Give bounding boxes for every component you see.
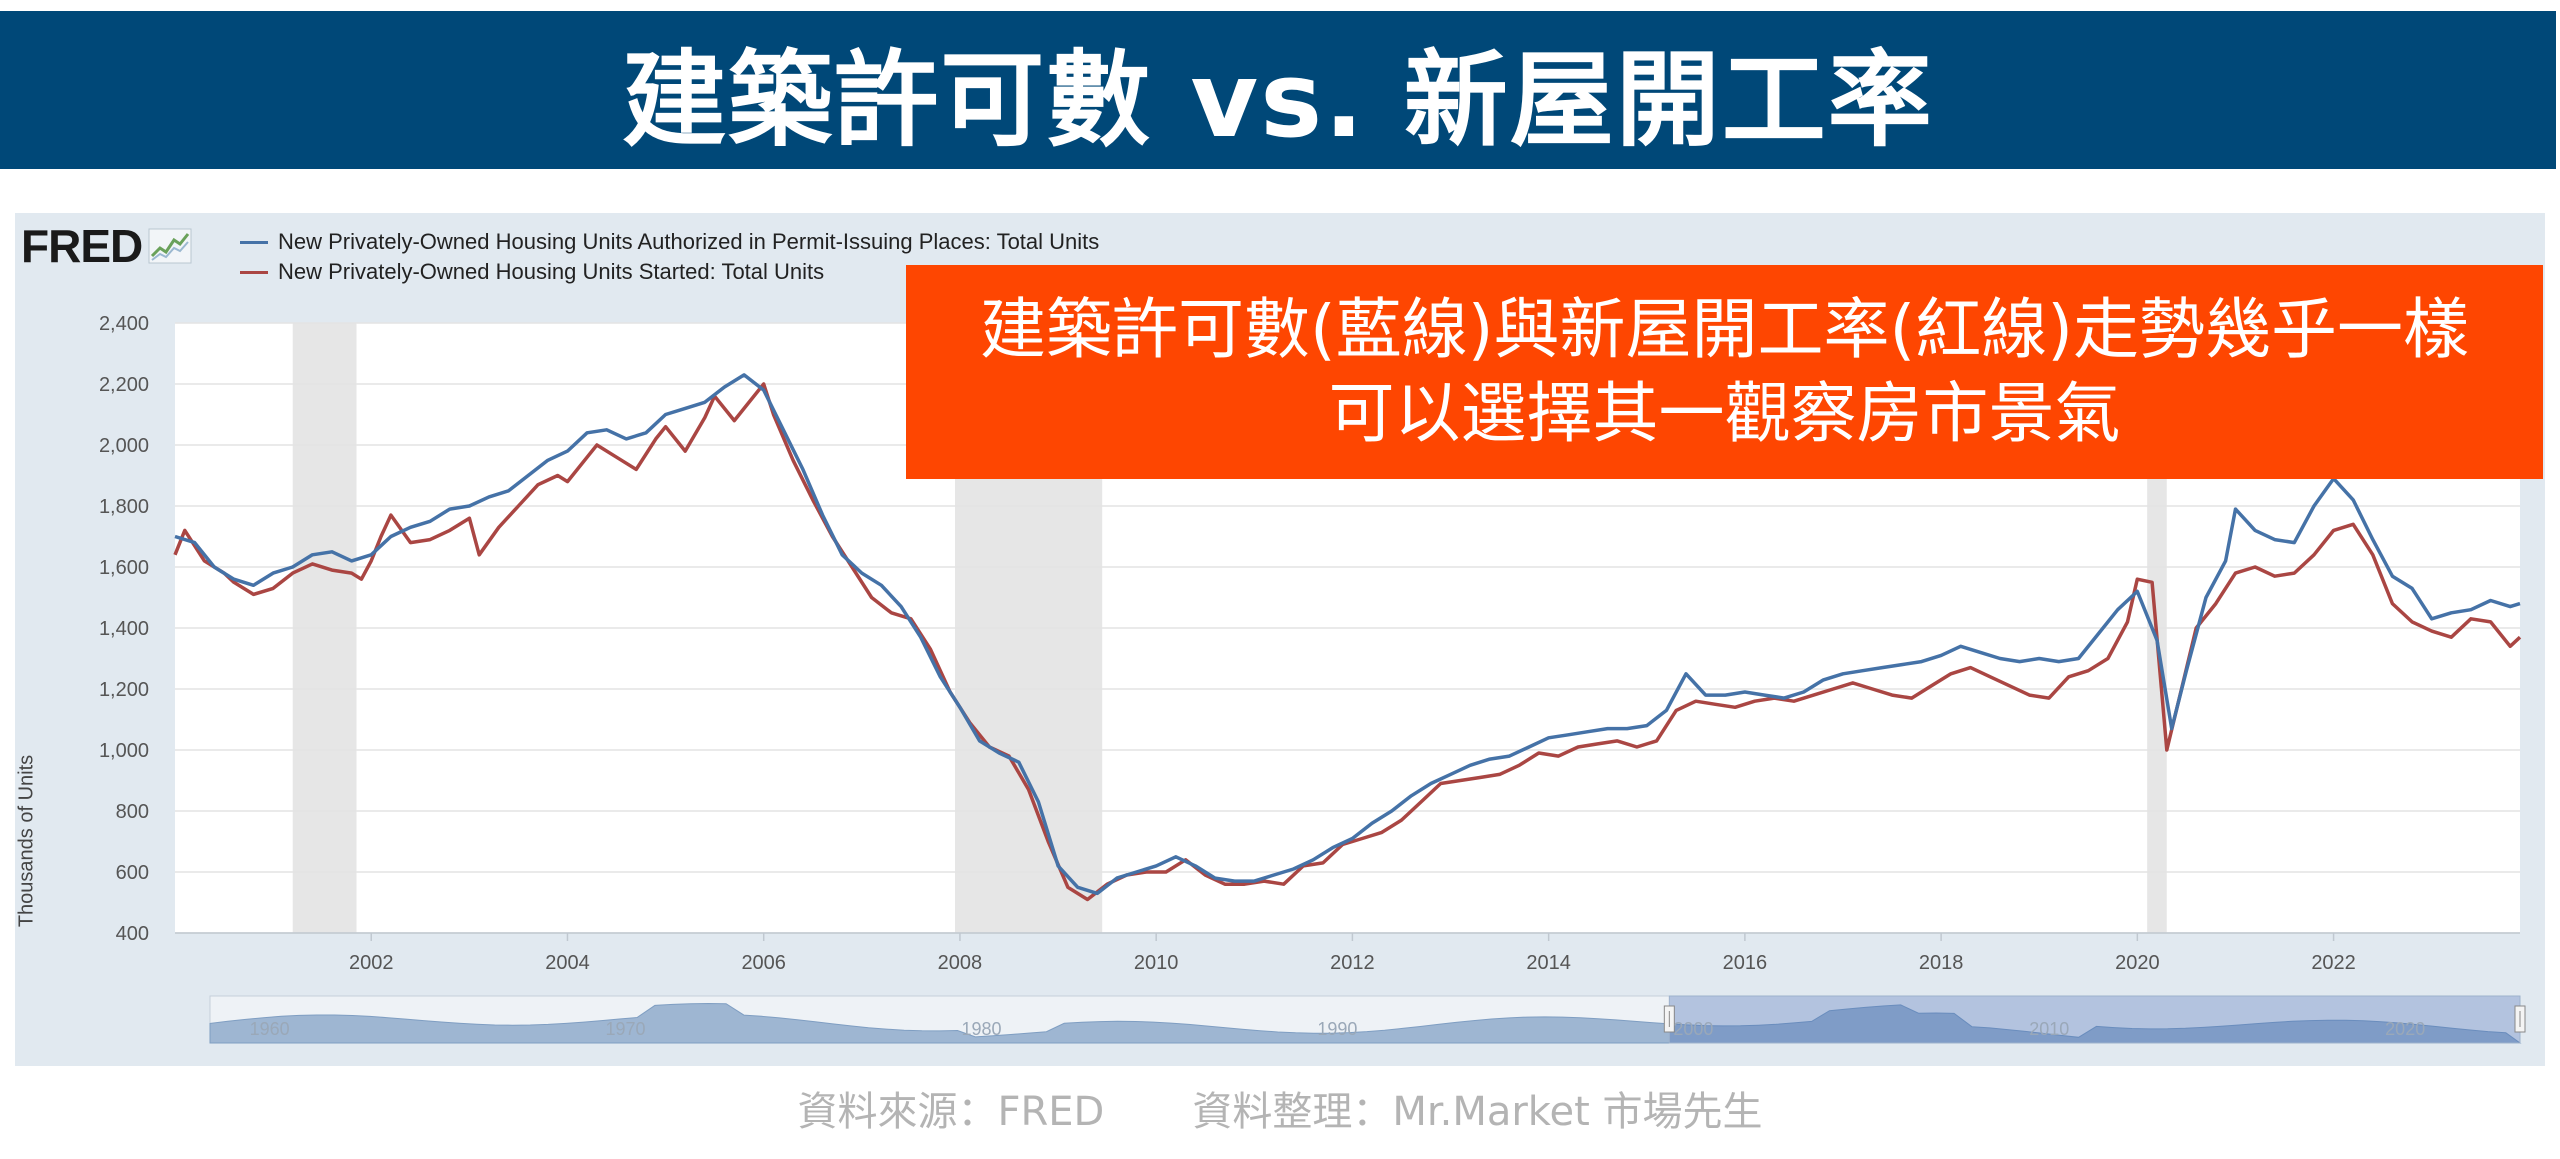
y-axis-label: Thousands of Units [15,754,38,928]
data-source-text: 資料來源：FRED [797,1089,1105,1135]
x-tick-label-5: 2012 [1330,952,1375,974]
callout-line-1: 建築許可數(藍線)與新屋開工率(紅線)走勢幾乎一樣 [980,291,2469,368]
fred-logo-text: FRED [21,220,143,272]
y-tick-label-10: 2,400 [99,313,149,335]
x-tick-label-10: 2022 [2311,952,2356,974]
x-tick-label-4: 2010 [1134,952,1179,974]
y-tick-label-4: 1,200 [99,679,149,701]
callout-line-2: 可以選擇其一觀察房市景氣 [1328,375,2121,452]
fred-logo[interactable]: FRED [21,219,192,273]
x-tick-label-1: 2004 [545,952,590,974]
y-tick-label-7: 1,800 [99,496,149,518]
x-tick-label-2: 2006 [741,952,786,974]
y-tick-label-8: 2,000 [99,435,149,457]
title-banner: 建築許可數 vs. 新屋開工率 [0,11,2556,169]
legend-item-starts[interactable]: New Privately-Owned Housing Units Starte… [240,259,824,285]
y-tick-label-5: 1,400 [99,618,149,640]
x-tick-label-7: 2016 [1723,952,1768,974]
legend-swatch-permits [240,240,268,244]
navigator-selection[interactable] [1668,995,2521,1044]
x-tick-label-3: 2008 [938,952,983,974]
x-tick-label-8: 2018 [1919,952,1964,974]
y-tick-label-2: 800 [116,801,149,823]
legend-item-permits[interactable]: New Privately-Owned Housing Units Author… [240,229,1099,255]
legend-label-starts: New Privately-Owned Housing Units Starte… [278,259,825,284]
y-tick-label-3: 1,000 [99,740,149,762]
data-compiler-text: 資料整理：Mr.Market 市場先生 [1192,1089,1763,1135]
legend-swatch-starts [240,270,268,274]
navigator-series [209,1002,2522,1044]
navigator-label-3: 1990 [1317,1019,1357,1039]
page-title: 建築許可數 vs. 新屋開工率 [622,38,1934,161]
y-tick-label-9: 2,200 [99,374,149,396]
navigator-label-2: 1980 [961,1019,1001,1039]
source-footer: 資料來源：FRED 資料整理：Mr.Market 市場先生 [0,1078,2560,1138]
x-tick-label-0: 2002 [349,952,394,974]
navigator-label-0: 1960 [250,1019,290,1039]
x-tick-label-6: 2014 [1526,952,1571,974]
y-tick-label-1: 600 [116,862,149,884]
annotation-callout: 建築許可數(藍線)與新屋開工率(紅線)走勢幾乎一樣 可以選擇其一觀察房市景氣 [906,265,2543,479]
navigator-label-6: 2020 [2385,1019,2425,1039]
legend-label-permits: New Privately-Owned Housing Units Author… [278,229,1100,254]
navigator-label-1: 1970 [606,1019,646,1039]
series-line-0 [174,373,2521,896]
navigator-label-4: 2000 [1673,1019,1713,1039]
x-tick-label-9: 2020 [2115,952,2160,974]
chart-icon [148,228,192,264]
y-tick-label-0: 400 [116,923,149,945]
navigator-label-5: 2010 [2029,1019,2069,1039]
y-tick-label-6: 1,600 [99,557,149,579]
